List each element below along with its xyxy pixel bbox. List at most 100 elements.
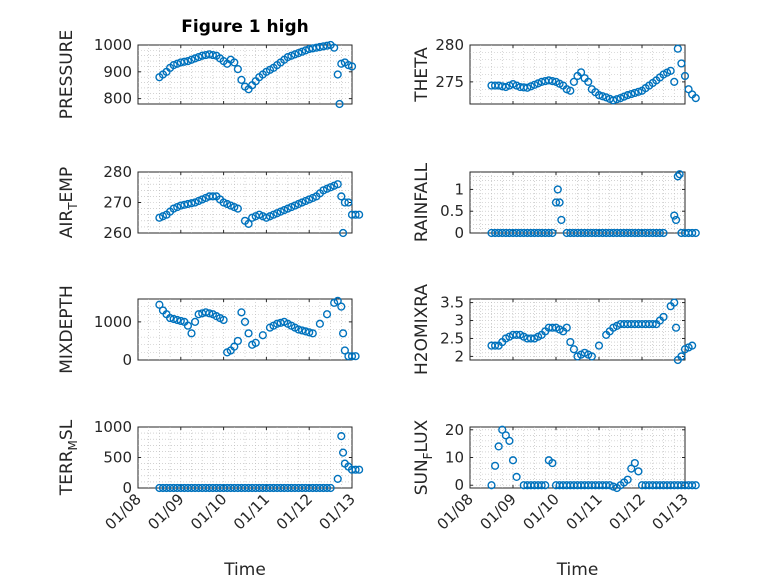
- data-point: [344, 61, 353, 70]
- y-tick-label: 2.5: [440, 329, 464, 347]
- data-point: [340, 198, 349, 207]
- data-point: [335, 99, 344, 109]
- subplot-air-temp: 260 270 280 AIRTEMP: [57, 163, 364, 242]
- data-point: [569, 77, 579, 86]
- data-point: [230, 58, 239, 67]
- data-point: [562, 323, 571, 332]
- data-point: [576, 68, 586, 77]
- data-point: [340, 346, 349, 355]
- data-point: [648, 320, 657, 329]
- y-tick-label: 280: [435, 36, 464, 54]
- x-tick-label: 01/09: [477, 490, 520, 533]
- data-series: [155, 432, 364, 493]
- data-point: [605, 481, 614, 490]
- data-point: [173, 59, 182, 68]
- data-point: [548, 228, 557, 238]
- data-point: [351, 352, 360, 361]
- y-axis-label: H2OMIXRA: [412, 284, 432, 375]
- data-point: [634, 87, 643, 96]
- data-point: [208, 192, 218, 201]
- data-point: [183, 56, 193, 66]
- subplot-sun-flux: 01/08 01/09 01/10 01/11 01/12 01/13 0 10 20 SUNFL…: [412, 419, 700, 580]
- data-point: [308, 329, 317, 338]
- y-tick-label: 800: [103, 90, 132, 108]
- data-point: [351, 210, 360, 219]
- data-point: [505, 436, 514, 445]
- data-point: [498, 425, 507, 434]
- data-point: [297, 326, 307, 335]
- data-point: [355, 465, 364, 474]
- data-point: [594, 91, 604, 100]
- y-tick-label: 2: [454, 347, 464, 365]
- data-series: [487, 170, 700, 238]
- y-axis-label: TERRMSL: [57, 419, 80, 496]
- data-point: [548, 77, 557, 86]
- data-point: [322, 483, 332, 493]
- subplot-h2omixra: 22.533.5 H2OMIXRA: [412, 284, 697, 375]
- data-point: [490, 341, 500, 350]
- data-point: [630, 88, 639, 98]
- data-point: [333, 70, 342, 79]
- data-point: [508, 456, 518, 465]
- data-point: [251, 338, 260, 347]
- data-point: [337, 432, 346, 441]
- axes-box: [469, 44, 686, 105]
- data-point: [322, 41, 332, 50]
- y-tick-label: 0.5: [440, 202, 464, 220]
- data-point: [680, 71, 690, 81]
- data-point: [673, 172, 682, 181]
- data-point: [655, 228, 665, 238]
- grid: [138, 299, 352, 360]
- y-axis-label: RAINFALL: [412, 162, 432, 242]
- data-series: [487, 425, 700, 493]
- grid: [470, 172, 685, 233]
- grid: [138, 427, 352, 488]
- data-series: [155, 180, 364, 238]
- data-point: [501, 431, 510, 440]
- data-point: [237, 75, 246, 84]
- y-axis-label: PRESSURE: [57, 30, 77, 119]
- data-point: [623, 91, 632, 100]
- data-point: [634, 467, 643, 476]
- data-point: [688, 341, 697, 350]
- data-point: [347, 62, 357, 71]
- data-point: [584, 77, 593, 86]
- data-point: [675, 170, 684, 179]
- data-point: [551, 198, 561, 207]
- data-point: [338, 448, 348, 457]
- y-axis-label: SUNFLUX: [412, 419, 435, 495]
- data-point: [569, 345, 579, 354]
- data-point: [691, 228, 700, 238]
- y-axis-label: AIRTEMP: [57, 167, 80, 238]
- y-tick-label: 1000: [94, 36, 132, 54]
- data-point: [566, 337, 575, 347]
- data-point: [670, 77, 679, 86]
- subplot-pressure: 800 900 1000 PRESSURE Figure 1 high: [57, 17, 357, 119]
- data-point: [691, 481, 700, 490]
- data-point: [187, 199, 196, 208]
- x-tick-label: 01/11: [230, 490, 273, 533]
- data-point: [155, 300, 164, 309]
- data-point: [670, 211, 679, 220]
- grid: [470, 45, 685, 104]
- data-point: [627, 464, 636, 473]
- data-point: [333, 180, 342, 189]
- y-axis-label: MIXDEPTH: [57, 285, 77, 374]
- data-point: [230, 342, 239, 351]
- data-point: [555, 198, 564, 207]
- data-point: [294, 325, 303, 334]
- data-point: [297, 47, 307, 56]
- data-point: [287, 51, 296, 60]
- data-point: [187, 55, 196, 64]
- data-point: [688, 481, 697, 490]
- data-point: [526, 334, 536, 343]
- x-tick-label: 01/12: [273, 490, 316, 533]
- data-point: [337, 192, 346, 201]
- x-tick-label: 01/09: [144, 490, 187, 533]
- data-point: [183, 321, 193, 330]
- data-point: [333, 474, 342, 483]
- data-point: [240, 317, 250, 326]
- data-point: [544, 228, 553, 238]
